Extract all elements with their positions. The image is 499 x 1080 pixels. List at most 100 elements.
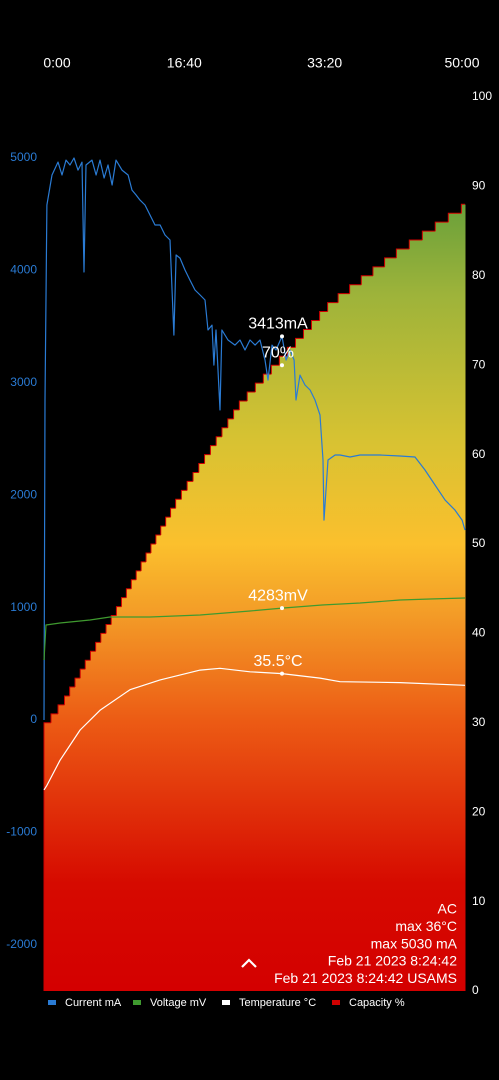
legend-label: Current mA	[65, 997, 122, 1009]
capacity-step	[198, 463, 206, 991]
y2-tick-label: 60	[472, 447, 486, 461]
annotation-label: 3413mA	[248, 316, 308, 333]
capacity-step	[95, 642, 102, 991]
info-line: Feb 21 2023 8:24:42	[328, 953, 457, 969]
annotation-dot	[280, 334, 285, 339]
capacity-edge	[43, 722, 52, 991]
capacity-edge	[79, 668, 86, 679]
capacity-step	[100, 633, 107, 991]
capacity-edge	[447, 212, 462, 223]
y2-tick-label: 10	[472, 894, 486, 908]
x-tick-label: 50:00	[444, 55, 479, 71]
capacity-step	[170, 508, 177, 991]
y-tick-label: 4000	[10, 263, 37, 277]
capacity-step	[338, 293, 351, 991]
capacity-edge	[140, 561, 147, 571]
capacity-step	[210, 445, 217, 991]
capacity-step	[141, 561, 147, 991]
capacity-step	[75, 678, 81, 991]
capacity-edge	[310, 320, 320, 330]
capacity-edge	[150, 543, 156, 553]
info-line: max 36°C	[395, 918, 457, 934]
series-line	[43, 667, 466, 791]
capacity-edge	[221, 427, 228, 437]
y2-tick-label: 100	[472, 89, 492, 103]
capacity-edge	[180, 489, 188, 500]
legend-swatch	[48, 1000, 56, 1005]
capacity-step	[58, 704, 65, 991]
x-tick-label: 0:00	[43, 55, 70, 71]
capacity-edge	[204, 454, 211, 464]
capacity-step	[116, 606, 122, 991]
legend-swatch	[332, 1000, 340, 1005]
capacity-edge	[238, 400, 248, 410]
capacity-step	[349, 284, 362, 991]
capacity-edge	[100, 632, 107, 643]
capacity-edge	[50, 713, 59, 723]
capacity-step	[303, 329, 312, 991]
capacity-edge	[160, 525, 166, 536]
capacity-edge	[294, 337, 304, 348]
capacity-edge	[63, 695, 70, 705]
y-tick-label: 1000	[10, 600, 37, 614]
capacity-step	[126, 588, 132, 991]
capacity-step	[80, 669, 86, 991]
expand-caret[interactable]	[241, 958, 257, 968]
y2-tick-label: 0	[472, 983, 479, 997]
y2-tick-label: 80	[472, 268, 486, 282]
plot-area	[43, 157, 466, 992]
x-tick-label: 16:40	[167, 55, 202, 71]
capacity-edge	[302, 328, 312, 339]
capacity-step	[155, 535, 162, 991]
capacity-edge	[175, 498, 182, 509]
capacity-edge	[215, 436, 222, 446]
capacity-step	[204, 454, 211, 992]
y2-tick-label: 90	[472, 179, 486, 193]
capacity-edge	[186, 480, 194, 491]
capacity-step	[327, 302, 339, 991]
info-line: max 5030 mA	[371, 935, 458, 951]
capacity-edge	[372, 266, 385, 276]
capacity-edge	[155, 534, 161, 544]
capacity-step	[85, 660, 91, 991]
capacity-step	[160, 526, 167, 991]
capacity-edge	[327, 302, 339, 312]
info-line: AC	[438, 901, 457, 917]
capacity-edge	[69, 686, 76, 696]
capacity-edge	[384, 257, 397, 267]
capacity-step	[193, 472, 200, 992]
capacity-edge	[408, 239, 423, 249]
capacity-edge	[110, 615, 117, 625]
capacity-step	[187, 481, 194, 991]
capacity-step	[146, 552, 152, 991]
capacity-edge	[170, 507, 176, 518]
y2-tick-label: 50	[472, 536, 486, 550]
capacity-edge	[360, 275, 373, 285]
series-line	[43, 597, 466, 661]
capacity-step	[221, 427, 229, 991]
y-tick-label: 3000	[10, 375, 37, 389]
capacity-step	[216, 436, 223, 992]
capacity-step	[131, 579, 137, 991]
capacity-edge	[460, 203, 465, 214]
capacity-step	[181, 490, 188, 991]
capacity-edge	[89, 650, 96, 661]
capacity-edge	[115, 606, 122, 616]
legend-label: Voltage mV	[150, 997, 207, 1009]
capacity-step	[448, 213, 462, 992]
capacity-step	[90, 651, 97, 991]
y-tick-label: -1000	[6, 825, 37, 839]
capacity-edge	[349, 284, 362, 294]
capacity-step	[233, 409, 240, 991]
capacity-step	[361, 275, 374, 991]
capacity-edge	[227, 418, 234, 428]
legend-swatch	[222, 1000, 230, 1005]
series-line	[43, 157, 466, 721]
capacity-edge	[233, 409, 240, 419]
capacity-edge	[165, 516, 171, 527]
capacity-step	[64, 695, 71, 991]
capacity-edge	[145, 552, 151, 562]
capacity-step	[136, 570, 142, 991]
y2-tick-label: 40	[472, 626, 486, 640]
